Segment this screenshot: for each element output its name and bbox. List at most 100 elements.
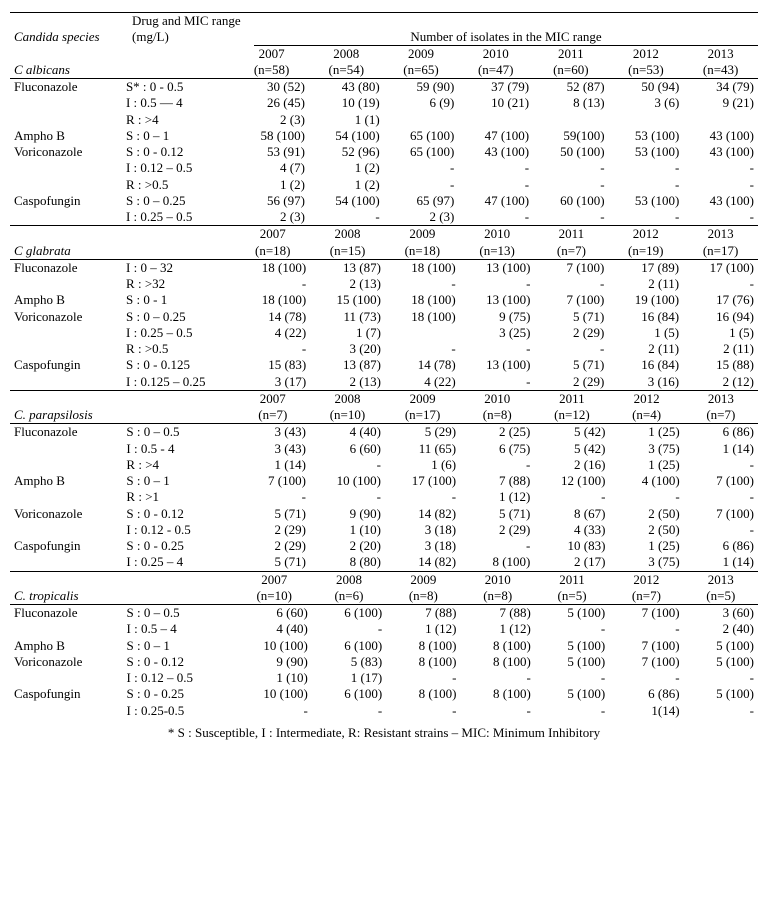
cell-value: 9 (90) bbox=[310, 506, 385, 522]
cell-value: 43 (100) bbox=[683, 144, 758, 160]
header-drug: Drug and MIC range (mg/L) bbox=[128, 13, 254, 46]
cell-value: 4 (40) bbox=[310, 424, 385, 441]
cell-value: - bbox=[683, 209, 758, 225]
year-header: 2007 bbox=[234, 46, 309, 62]
cell-value: 58 (100) bbox=[234, 128, 309, 144]
cell-value: 53 (100) bbox=[609, 144, 684, 160]
header-species: Candida species bbox=[10, 13, 128, 46]
cell-value: 2 (29) bbox=[535, 325, 609, 341]
cell-value: 2 (3) bbox=[384, 209, 459, 225]
cell-value: - bbox=[683, 160, 758, 176]
species-name: C glabrata bbox=[10, 243, 122, 260]
cell-value: - bbox=[533, 177, 609, 193]
table-row: VoriconazoleS : 0 - 0.129 (90)5 (83)8 (1… bbox=[10, 654, 758, 670]
cell-value: 6 (100) bbox=[312, 686, 386, 702]
cell-value: 37 (79) bbox=[458, 79, 533, 96]
table-row: CaspofunginS : 0 - 0.12515 (83)13 (87)14… bbox=[10, 357, 758, 373]
cell-value: 7 (88) bbox=[460, 473, 534, 489]
drug-name: Ampho B bbox=[10, 638, 123, 654]
cell-value: 1 (10) bbox=[310, 522, 385, 538]
cell-value: - bbox=[533, 209, 609, 225]
cell-value: - bbox=[461, 670, 535, 686]
table-row: I : 0.25 – 0.52 (3)-2 (3)---- bbox=[10, 209, 758, 225]
cell-value: 5 (100) bbox=[684, 638, 758, 654]
species-section: 2007200820092010201120122013C. parapsilo… bbox=[10, 390, 758, 571]
cell-value bbox=[384, 112, 459, 128]
table-row: FluconazoleS* : 0 - 0.530 (52)43 (80)59 … bbox=[10, 79, 758, 96]
drug-name bbox=[10, 276, 122, 292]
cell-value: 1 (14) bbox=[684, 554, 758, 570]
cell-value: 10 (100) bbox=[237, 638, 312, 654]
drug-name bbox=[10, 177, 122, 193]
mic-range: I : 0 – 32 bbox=[122, 259, 235, 276]
year-header: 2010 bbox=[460, 390, 534, 407]
cell-value: 11 (65) bbox=[385, 441, 460, 457]
cell-value: - bbox=[609, 160, 684, 176]
drug-name: Ampho B bbox=[10, 128, 122, 144]
cell-value: 6 (75) bbox=[460, 441, 534, 457]
cell-value: 7 (100) bbox=[609, 638, 683, 654]
table-row: Ampho BS : 0 - 118 (100)15 (100)18 (100)… bbox=[10, 292, 758, 308]
year-n: (n=5) bbox=[535, 588, 609, 605]
mic-range: R : >1 bbox=[122, 489, 235, 505]
cell-value: 52 (87) bbox=[533, 79, 609, 96]
cell-value: 11 (73) bbox=[310, 309, 385, 325]
cell-value: 6 (60) bbox=[237, 605, 312, 622]
cell-value: - bbox=[460, 276, 535, 292]
year-n: (n=60) bbox=[533, 62, 609, 79]
cell-value: 2 (29) bbox=[535, 374, 609, 390]
year-n: (n=6) bbox=[312, 588, 386, 605]
cell-value: 17 (89) bbox=[608, 259, 683, 276]
year-header: 2013 bbox=[683, 46, 758, 62]
year-header: 2009 bbox=[385, 390, 460, 407]
year-header: 2013 bbox=[683, 226, 758, 243]
year-n: (n=7) bbox=[609, 588, 683, 605]
cell-value: 47 (100) bbox=[458, 128, 533, 144]
table-row: I : 0.5 — 426 (45)10 (19)6 (9)10 (21)8 (… bbox=[10, 95, 758, 111]
table-row: R : >42 (3)1 (1) bbox=[10, 112, 758, 128]
year-n: (n=19) bbox=[608, 243, 683, 260]
cell-value: 2 (13) bbox=[310, 276, 385, 292]
year-header: 2009 bbox=[384, 46, 459, 62]
cell-value: 1 (6) bbox=[385, 457, 460, 473]
cell-value: 6 (9) bbox=[384, 95, 459, 111]
cell-value: 7 (88) bbox=[461, 605, 535, 622]
mic-range: S : 0 – 1 bbox=[122, 128, 234, 144]
cell-value: - bbox=[535, 670, 609, 686]
cell-value: 59(100) bbox=[533, 128, 609, 144]
year-n: (n=10) bbox=[237, 588, 312, 605]
drug-name bbox=[10, 670, 123, 686]
cell-value: 17 (76) bbox=[683, 292, 758, 308]
year-header: 2007 bbox=[236, 390, 310, 407]
cell-value: 9 (75) bbox=[460, 309, 535, 325]
cell-value: 5 (71) bbox=[460, 506, 534, 522]
mic-range: S : 0 – 0.25 bbox=[122, 193, 234, 209]
table-row: I : 0.5 - 43 (43)6 (60)11 (65)6 (75)5 (4… bbox=[10, 441, 758, 457]
cell-value: 3 (43) bbox=[236, 424, 310, 441]
mic-table: Candida species Drug and MIC range (mg/L… bbox=[10, 12, 758, 46]
cell-value: 1 (2) bbox=[309, 177, 384, 193]
cell-value: - bbox=[534, 489, 609, 505]
cell-value: 5 (71) bbox=[535, 357, 609, 373]
cell-value: 43 (100) bbox=[458, 144, 533, 160]
mic-range: S : 0 – 1 bbox=[123, 638, 237, 654]
cell-value: - bbox=[461, 703, 535, 719]
year-header: 2007 bbox=[237, 571, 312, 588]
drug-name: Caspofungin bbox=[10, 686, 123, 702]
table-row: R : >0.51 (2)1 (2)----- bbox=[10, 177, 758, 193]
species-section: 2007200820092010201120122013C glabrata(n… bbox=[10, 225, 758, 390]
mic-range: I : 0.25 – 0.5 bbox=[122, 209, 234, 225]
table-row: R : >0.5-3 (20)---2 (11)2 (11) bbox=[10, 341, 758, 357]
year-header: 2013 bbox=[684, 390, 758, 407]
cell-value: 10 (21) bbox=[458, 95, 533, 111]
cell-value bbox=[683, 112, 758, 128]
cell-value: - bbox=[460, 374, 535, 390]
table-row: VoriconazoleS : 0 - 0.125 (71)9 (90)14 (… bbox=[10, 506, 758, 522]
mic-range: I : 0.5 — 4 bbox=[122, 95, 234, 111]
cell-value: 13 (100) bbox=[460, 292, 535, 308]
cell-value: 2 (13) bbox=[310, 374, 385, 390]
cell-value: - bbox=[684, 703, 758, 719]
mic-range: S : 0 - 0.25 bbox=[122, 538, 235, 554]
cell-value: - bbox=[309, 209, 384, 225]
cell-value: - bbox=[533, 160, 609, 176]
